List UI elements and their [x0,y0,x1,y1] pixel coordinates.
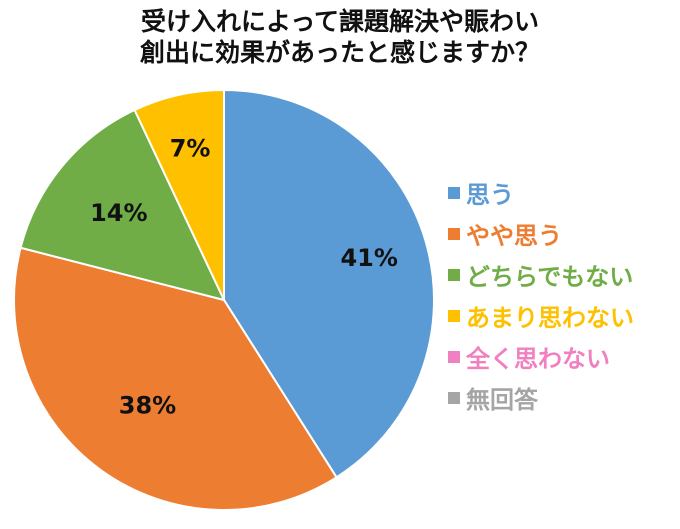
pie-data-labels: 41% 38% 14% 7% [90,134,398,419]
pie-slice-4 [133,88,225,301]
pie-data-label-2: 38% [119,391,176,419]
pie-slice-3 [19,108,226,302]
chart-title: 受け入れによって課題解決や賑わい 創出に効果があったと感じますか？ [0,6,680,68]
pie-data-label-1: 41% [340,244,397,272]
pie-slice-1 [223,88,435,479]
legend-item-2: やや思う [448,213,634,254]
legend-swatch-3 [448,268,460,281]
pie-slices [13,88,435,511]
legend-label-3: どちらでもない [466,263,634,291]
chart-title-line-2: 創出に効果があったと感じますか？ [139,38,540,67]
legend-label-1: 思う [466,181,514,209]
legend-swatch-5 [448,350,460,363]
pie-data-label-3: 14% [90,199,147,227]
chart-title-line-1: 受け入れによって課題解決や賑わい [140,7,539,36]
pie-slice-2 [13,246,338,511]
legend-label-5: 全く思わない [466,345,610,373]
legend-item-6: 無回答 [448,377,634,418]
legend-item-1: 思う [448,172,634,213]
legend-item-5: 全く思わない [448,336,634,377]
legend-label-2: やや思う [466,222,562,250]
legend-label-6: 無回答 [466,386,538,414]
legend-item-4: あまり思わない [448,295,634,336]
legend-swatch-2 [448,227,460,240]
legend-swatch-1 [448,186,460,199]
legend-swatch-6 [448,391,460,404]
pie-data-label-4: 7% [170,134,211,162]
chart-legend: 思うやや思うどちらでもない あまり思わない 全く思わない 無回答 [448,172,634,418]
legend-label-4: あまり思わない [466,304,634,332]
legend-swatch-4 [448,309,460,322]
legend-item-3: どちらでもない [448,254,634,295]
